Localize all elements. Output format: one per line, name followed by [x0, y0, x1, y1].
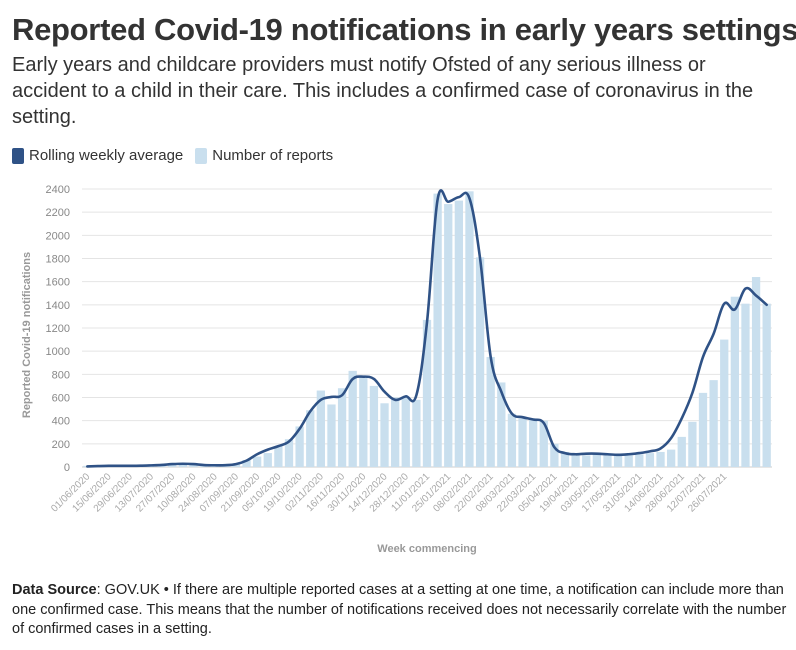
bar[interactable] [762, 303, 771, 467]
y-tick-label: 1200 [46, 323, 70, 335]
bar[interactable] [550, 443, 559, 467]
legend-item-line[interactable]: Rolling weekly average [12, 147, 183, 164]
bar[interactable] [284, 439, 294, 467]
bar[interactable] [592, 454, 601, 467]
bar[interactable] [720, 339, 729, 467]
y-tick-label: 1600 [46, 277, 70, 289]
chart-title: Reported Covid-19 notifications in early… [12, 12, 796, 47]
legend-label-line: Rolling weekly average [29, 147, 184, 164]
y-tick-label: 600 [52, 393, 70, 405]
bar[interactable] [189, 464, 198, 467]
y-tick-label: 2400 [46, 184, 70, 196]
bar[interactable] [242, 460, 251, 467]
bar[interactable] [539, 420, 548, 467]
bar[interactable] [422, 319, 432, 467]
bar[interactable] [444, 204, 453, 467]
bar[interactable] [401, 397, 410, 468]
y-tick-label: 1800 [46, 254, 70, 266]
bar[interactable] [560, 451, 570, 467]
bar[interactable] [369, 385, 379, 467]
bar[interactable] [667, 449, 676, 467]
bar[interactable] [677, 436, 686, 467]
bar[interactable] [656, 451, 665, 467]
bar[interactable] [624, 455, 633, 467]
y-axis: 0 200 400 600 800 1000 1200 1400 1600 1800 2000 220… [46, 184, 70, 474]
bar[interactable] [359, 376, 368, 467]
rolling-average-line [86, 189, 768, 468]
chart-plot: 0 200 400 600 800 1000 1200 1400 1600 1800 2000 220… [21, 184, 772, 555]
bar[interactable] [730, 296, 739, 467]
bar[interactable] [295, 426, 304, 467]
y-tick-label: 200 [52, 439, 70, 451]
bar[interactable] [486, 356, 495, 467]
bar[interactable] [571, 455, 580, 467]
bar[interactable] [741, 303, 750, 467]
bar[interactable] [465, 191, 474, 468]
y-tick-label: 2000 [46, 230, 70, 242]
bar[interactable] [306, 410, 315, 467]
legend-swatch-bars [195, 147, 208, 164]
bar[interactable] [709, 380, 718, 467]
data-source-text: : GOV.UK • If there are multiple reporte… [12, 582, 787, 637]
bar[interactable] [613, 455, 623, 467]
legend: Rolling weekly average Number of reports [12, 147, 345, 164]
bar[interactable] [603, 454, 612, 467]
bar[interactable] [507, 413, 517, 467]
bar[interactable] [454, 200, 463, 468]
y-tick-label: 0 [64, 462, 70, 474]
bar[interactable] [348, 370, 357, 467]
bar[interactable] [698, 392, 708, 467]
bar[interactable] [178, 463, 187, 467]
y-tick-label: 400 [52, 416, 70, 428]
legend-swatch-line [12, 147, 24, 164]
bar[interactable] [168, 464, 177, 467]
legend-item-bars[interactable]: Number of reports [195, 147, 333, 164]
y-axis-title: Reported Covid-19 notifications [21, 252, 33, 418]
chart-subtitle: Early years and childcare providers must… [12, 54, 754, 128]
bar[interactable] [253, 456, 262, 467]
bar[interactable] [316, 390, 325, 467]
bar[interactable] [380, 403, 389, 467]
bar[interactable] [263, 453, 272, 467]
bar[interactable] [475, 257, 485, 467]
x-axis: 01/06/202015/06/202029/06/202013/07/2020… [49, 471, 729, 514]
bar[interactable] [497, 382, 506, 467]
bar[interactable] [274, 446, 283, 467]
y-tick-label: 800 [52, 369, 70, 381]
bar[interactable] [518, 418, 527, 467]
bar[interactable] [645, 453, 655, 467]
bar[interactable] [529, 418, 538, 467]
bar[interactable] [433, 193, 442, 467]
y-tick-label: 1400 [46, 300, 70, 312]
footer-note: Data Source: GOV.UK • If there are multi… [12, 581, 787, 640]
data-source-label: Data Source [12, 582, 97, 598]
bar[interactable] [391, 397, 400, 468]
y-tick-label: 2200 [46, 207, 70, 219]
legend-label-bars: Number of reports [212, 147, 334, 164]
bar-series [83, 191, 771, 468]
bar[interactable] [751, 277, 761, 467]
bar[interactable] [327, 404, 336, 467]
bar[interactable] [337, 388, 347, 467]
bar[interactable] [412, 399, 421, 467]
bar[interactable] [582, 455, 591, 467]
y-tick-label: 1000 [46, 346, 70, 358]
bar[interactable] [688, 421, 697, 467]
x-axis-title: Week commencing [377, 543, 476, 555]
bar[interactable] [635, 454, 644, 467]
